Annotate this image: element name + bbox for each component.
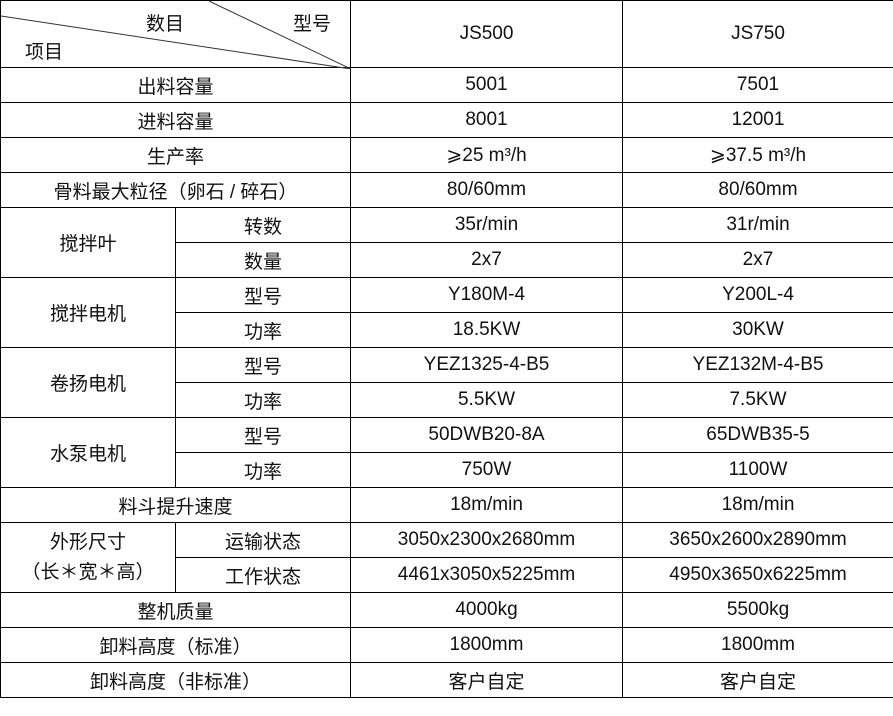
- model-header-js500: JS500: [350, 0, 623, 68]
- group-label-text: 外形尺寸: [49, 531, 126, 553]
- value-cell: 35r/min: [350, 207, 623, 243]
- value-cell: ⩾25 m³/h: [350, 137, 623, 173]
- table-row: 生产率 ⩾25 m³/h ⩾37.5 m³/h: [0, 137, 893, 173]
- table-row: 卸料高度（非标准） 客户自定 客户自定: [0, 662, 893, 698]
- table-row: 卷扬电机 型号 YEZ1325-4-B5 YEZ132M-4-B5: [0, 347, 893, 418]
- row-label: 卸料高度（标准）: [0, 627, 351, 663]
- value-cell: 12001: [622, 102, 893, 138]
- value-cell: 2x7: [622, 242, 893, 278]
- value-cell: 7501: [622, 67, 893, 103]
- table-row: 搅拌电机 型号 Y180M-4 Y200L-4: [0, 277, 893, 348]
- table-row: 出料容量 5001 7501: [0, 67, 893, 103]
- value-cell: 18.5KW: [350, 312, 623, 348]
- value-cell: 50DWB20-8A: [350, 417, 623, 453]
- sub-label: 转数: [175, 207, 351, 243]
- sub-label: 型号: [175, 417, 351, 453]
- group-label: 搅拌电机: [0, 277, 176, 348]
- row-label: 生产率: [0, 137, 351, 173]
- value-cell: 5.5KW: [350, 382, 623, 418]
- sub-label: 型号: [175, 347, 351, 383]
- table-row: 料斗提升速度 18m/min 18m/min: [0, 487, 893, 523]
- value-cell: 4000kg: [350, 592, 623, 628]
- value-cell: 1800mm: [350, 627, 623, 663]
- row-label: 卸料高度（非标准）: [0, 662, 351, 698]
- header-count-label: 数目: [146, 14, 185, 35]
- diagonal-lines: [1, 1, 351, 69]
- value-cell: 2x7: [350, 242, 623, 278]
- group-label: 卷扬电机: [0, 347, 176, 418]
- group-label: 外形尺寸 （长＊宽＊高）: [0, 522, 176, 593]
- table-row: 外形尺寸 （长＊宽＊高） 运输状态 3050x2300x2680mm 3650x2600…: [0, 522, 893, 593]
- table-row: 水泵电机 型号 50DWB20-8A 65DWB35-5: [0, 417, 893, 488]
- spec-table: 数目 型号 项目 JS500 JS750 出料容量 5001 7501 进料容量 800…: [0, 0, 893, 698]
- row-label: 整机质量: [0, 592, 351, 628]
- header-row: 数目 型号 项目 JS500 JS750: [0, 0, 893, 69]
- value-cell: 18m/min: [622, 487, 893, 523]
- table-row: 工作状态 4461x3050x5225mm 4950x3650x6225mm: [1, 557, 893, 593]
- value-cell: 5500kg: [622, 592, 893, 628]
- table-row: 功率 18.5KW 30KW: [1, 312, 893, 348]
- value-cell: ⩾37.5 m³/h: [622, 137, 893, 173]
- value-cell: 65DWB35-5: [622, 417, 893, 453]
- value-cell: 30KW: [622, 312, 893, 348]
- row-label: 出料容量: [0, 67, 351, 103]
- value-cell: 1800mm: [622, 627, 893, 663]
- table-row: 功率 750W 1100W: [1, 452, 893, 488]
- row-label: 骨料最大粒径（卵石 / 碎石）: [0, 172, 351, 208]
- group-label-note: （长＊宽＊高）: [21, 561, 155, 583]
- table-row: 搅拌叶 转数 35r/min 31r/min: [0, 207, 893, 278]
- sub-label: 功率: [175, 452, 351, 488]
- value-cell: YEZ132M-4-B5: [622, 347, 893, 383]
- value-cell: 7.5KW: [622, 382, 893, 418]
- diagonal-header-cell: 数目 型号 项目: [0, 0, 351, 69]
- sub-label: 运输状态: [175, 522, 351, 558]
- value-cell: 客户自定: [622, 662, 893, 698]
- table-row: 整机质量 4000kg 5500kg: [0, 592, 893, 628]
- value-cell: 5001: [350, 67, 623, 103]
- row-label: 料斗提升速度: [0, 487, 351, 523]
- value-cell: 3650x2600x2890mm: [622, 522, 893, 558]
- table-row: 骨料最大粒径（卵石 / 碎石） 80/60mm 80/60mm: [0, 172, 893, 208]
- sub-label: 功率: [175, 312, 351, 348]
- value-cell: 18m/min: [350, 487, 623, 523]
- value-cell: YEZ1325-4-B5: [350, 347, 623, 383]
- value-cell: 3050x2300x2680mm: [350, 522, 623, 558]
- value-cell: 80/60mm: [350, 172, 623, 208]
- value-cell: 80/60mm: [622, 172, 893, 208]
- value-cell: 750W: [350, 452, 623, 488]
- sub-label: 工作状态: [175, 557, 351, 593]
- table-row: 卸料高度（标准） 1800mm 1800mm: [0, 627, 893, 663]
- model-header-js750: JS750: [622, 0, 893, 68]
- value-cell: 31r/min: [622, 207, 893, 243]
- header-item-label: 项目: [25, 42, 64, 63]
- value-cell: Y200L-4: [622, 277, 893, 313]
- value-cell: 8001: [350, 102, 623, 138]
- table-row: 数量 2x7 2x7: [1, 242, 893, 278]
- group-label: 水泵电机: [0, 417, 176, 488]
- value-cell: 客户自定: [350, 662, 623, 698]
- group-label: 搅拌叶: [0, 207, 176, 278]
- value-cell: 4461x3050x5225mm: [350, 557, 623, 593]
- sub-label: 数量: [175, 242, 351, 278]
- sub-label: 型号: [175, 277, 351, 313]
- value-cell: Y180M-4: [350, 277, 623, 313]
- value-cell: 4950x3650x6225mm: [622, 557, 893, 593]
- row-label: 进料容量: [0, 102, 351, 138]
- value-cell: 1100W: [622, 452, 893, 488]
- header-model-label: 型号: [293, 14, 332, 35]
- table-row: 进料容量 8001 12001: [0, 102, 893, 138]
- sub-label: 功率: [175, 382, 351, 418]
